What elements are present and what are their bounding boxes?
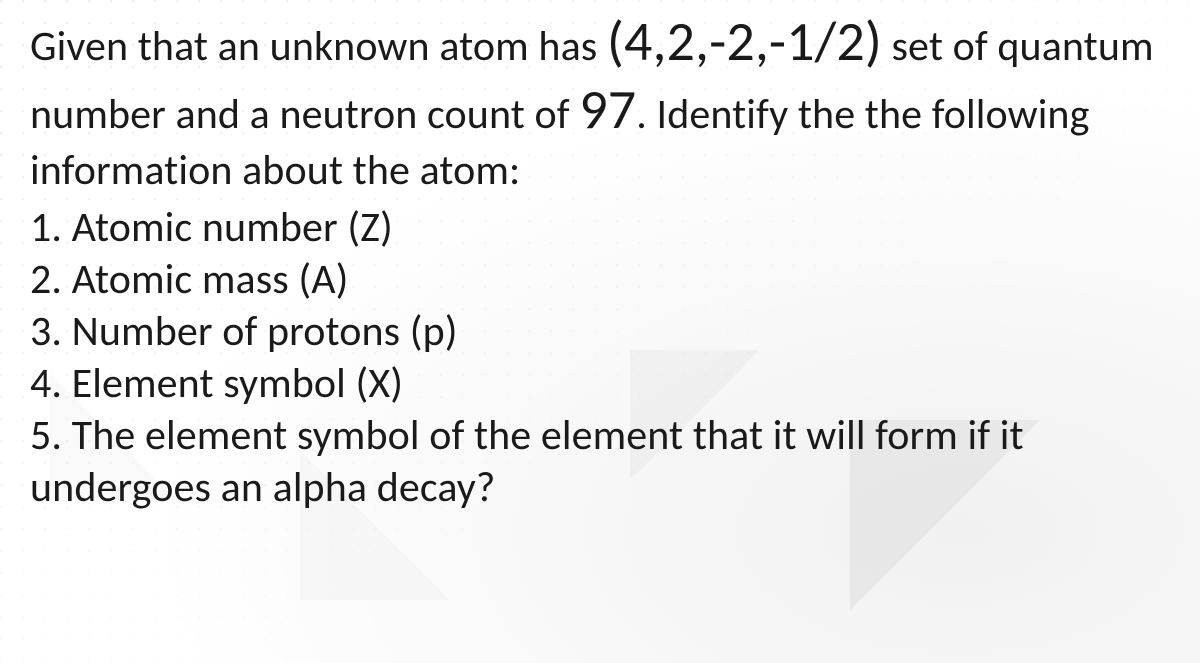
neutron-count: 97 [579, 76, 636, 144]
item-atomic-number: 1. Atomic number (Z) [30, 202, 1174, 254]
prompt-paragraph: Given that an unknown atom has (4,2,-2,-… [30, 8, 1174, 196]
quantum-numbers: (4,2,-2,-1/2) [607, 8, 882, 76]
question-list: 1. Atomic number (Z) 2. Atomic mass (A) … [30, 202, 1174, 514]
item-element-symbol: 4. Element symbol (X) [30, 358, 1174, 410]
item-alpha-decay: 5. The element symbol of the element tha… [30, 410, 1174, 514]
item-atomic-mass: 2. Atomic mass (A) [30, 254, 1174, 306]
slide-content: Given that an unknown atom has (4,2,-2,-… [0, 0, 1200, 514]
item-proton-count: 3. Number of protons (p) [30, 306, 1174, 358]
intro-text-1: Given that an unknown atom has [30, 21, 607, 72]
